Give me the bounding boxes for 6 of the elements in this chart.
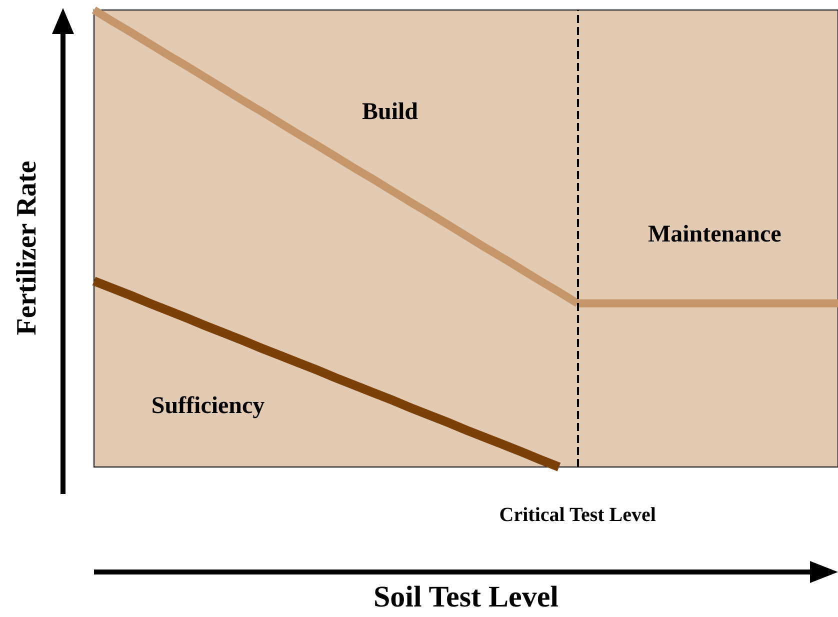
x-axis-title: Soil Test Level [373, 580, 559, 614]
text: Maintenance [648, 221, 782, 248]
series-label: Build [362, 99, 419, 125]
series-label: Sufficiency [151, 393, 265, 419]
text: Critical Test Level [499, 504, 656, 526]
y-axis-title: Fertilizer Rate [12, 160, 42, 336]
